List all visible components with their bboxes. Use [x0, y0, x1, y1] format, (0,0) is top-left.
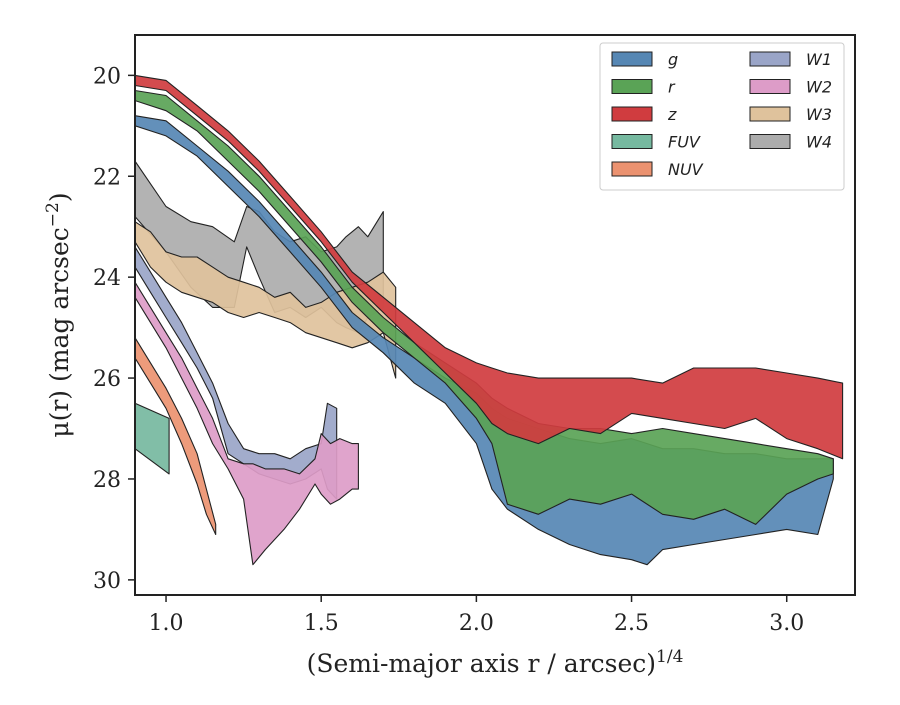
legend-swatch-w4: [749, 134, 791, 149]
y-axis-label: μ(r) (mag arcsec−2): [43, 192, 74, 437]
band-w3: [135, 221, 397, 379]
legend-label-z: z: [667, 105, 677, 124]
legend-swatch-z: [611, 106, 653, 122]
plot-bands: [135, 74, 844, 566]
legend-swatch-w1: [749, 51, 791, 67]
band-nuv: [135, 337, 217, 536]
x-axis-label: (Semi-major axis r / arcsec)1/4: [307, 647, 684, 678]
legend-swatch-fuv: [611, 134, 653, 149]
y-tick-label: 22: [93, 165, 121, 190]
y-tick-label: 30: [93, 569, 121, 594]
legend-label-g: g: [668, 50, 678, 69]
x-axis-ticks: 1.0 1.5 2.0 2.5 3.0: [149, 595, 804, 636]
x-tick-label: 1.0: [149, 611, 184, 636]
legend: grz FUV NUV W1 W2 W3 W4: [599, 42, 845, 191]
legend-label-nuv: NUV: [668, 160, 704, 179]
y-tick-label: 26: [93, 367, 121, 392]
legend-label-w1: W1: [806, 50, 832, 69]
y-tick-label: 20: [93, 64, 121, 89]
band-r: [135, 89, 834, 525]
legend-swatch-g: [611, 51, 653, 67]
legend-label-r: r: [668, 78, 676, 97]
legend-swatch-r: [611, 79, 653, 94]
legend-swatch-w2: [749, 79, 791, 94]
plot-frame: [134, 34, 856, 596]
x-tick-label: 2.0: [459, 611, 494, 636]
y-axis-ticks: 20 22 24 26 28 30: [93, 64, 135, 594]
x-tick-label: 3.0: [769, 611, 804, 636]
legend-swatch-nuv: [611, 161, 653, 177]
y-tick-label: 28: [93, 468, 121, 493]
legend-label-w4: W4: [806, 133, 832, 152]
band-fuv: [135, 402, 170, 475]
legend-label-w3: W3: [806, 105, 832, 124]
legend-label-w2: W2: [806, 78, 832, 97]
x-tick-label: 2.5: [614, 611, 649, 636]
y-tick-label: 24: [93, 266, 121, 291]
legend-label-fuv: FUV: [668, 133, 701, 152]
band-z: [135, 74, 844, 460]
band-w2: [135, 281, 359, 566]
legend-swatch-w3: [749, 106, 791, 122]
x-tick-label: 1.5: [304, 611, 339, 636]
